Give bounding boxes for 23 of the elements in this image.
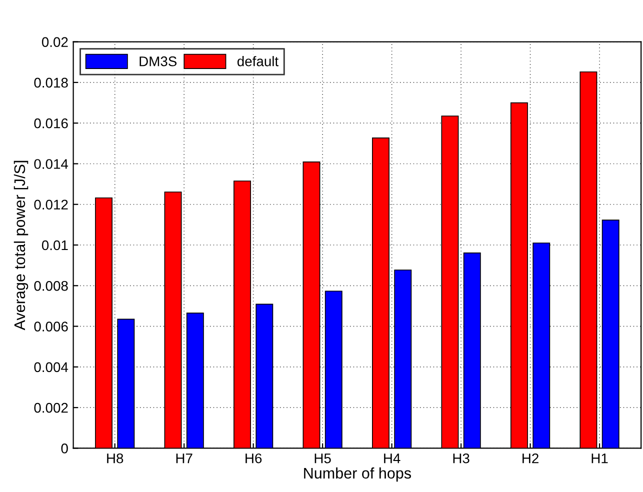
x-tick-label: H3: [453, 453, 470, 464]
x-axis-title: Number of hops: [304, 467, 411, 482]
y-tick-label: 0: [61, 444, 68, 454]
y-tick-label: 0.002: [34, 402, 68, 413]
y-tick-label: 0.008: [34, 280, 68, 291]
y-tick-label: 0.006: [34, 322, 68, 332]
x-tick-label: H5: [314, 454, 331, 464]
x-tick-label: H2: [522, 453, 538, 464]
x-tick-label: H6: [246, 453, 262, 464]
x-tick-label: H7: [176, 454, 192, 464]
y-tick-label: 0.012: [34, 200, 68, 210]
y-tick-label: 0.02: [42, 37, 68, 47]
x-tick-label: H8: [107, 453, 124, 464]
y-tick-label: 0.014: [34, 159, 68, 169]
y-tick-label: 0.004: [34, 362, 68, 372]
y-tick-label: 0.01: [42, 240, 68, 250]
y-tick-label: 0.018: [34, 78, 68, 88]
y-axis-title: Average total power [J/S]: [14, 160, 28, 330]
x-tick-label: H4: [384, 454, 400, 464]
x-tick-label: H1: [592, 454, 608, 464]
legend-label: DM3S: [140, 56, 177, 66]
legend-label: default: [237, 56, 278, 66]
y-tick-label: 0.016: [34, 118, 68, 128]
